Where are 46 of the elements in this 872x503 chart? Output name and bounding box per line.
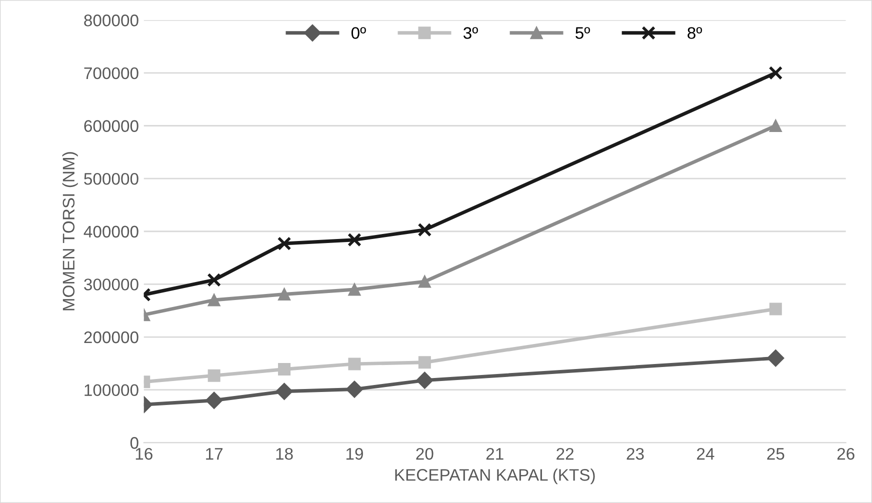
- point: [767, 350, 784, 367]
- point: [206, 392, 223, 409]
- x-tick-label: 16: [136, 448, 152, 460]
- point: [208, 369, 220, 382]
- point: [418, 356, 431, 369]
- x-tick-label: 21: [486, 448, 504, 460]
- legend-label: 5º: [576, 27, 590, 39]
- y-tick-label: 700000: [84, 67, 138, 80]
- point: [418, 222, 432, 237]
- point: [278, 362, 291, 376]
- x-tick-label: 20: [416, 448, 434, 460]
- y-tick-label: 200000: [84, 331, 138, 344]
- legend-label: 8º: [688, 27, 702, 39]
- point: [348, 232, 362, 247]
- x-tick-label: 25: [767, 448, 784, 460]
- point: [416, 372, 434, 389]
- x-tick-label: 23: [626, 448, 644, 460]
- point: [276, 382, 293, 400]
- y-tick-label: 600000: [84, 120, 138, 132]
- y-axis-title: MOMEN TORSI (NM): [62, 152, 78, 310]
- y-tick-label: 800000: [84, 14, 138, 26]
- y-tick-label: 500000: [84, 172, 138, 185]
- x-tick-label: 17: [206, 448, 223, 460]
- x-axis-title: KECEPATAN KAPAL (KTS): [395, 468, 595, 484]
- x-tick-label: 24: [697, 448, 714, 460]
- x-tick-label: 22: [556, 448, 574, 460]
- point: [208, 294, 220, 306]
- x-tick-label: 18: [276, 448, 293, 460]
- point: [768, 66, 783, 80]
- legend-label: 3º: [463, 27, 478, 39]
- point: [769, 302, 782, 316]
- y-tick-label: 300000: [84, 278, 138, 290]
- point: [348, 358, 361, 370]
- point: [769, 120, 782, 132]
- point: [278, 288, 291, 300]
- legend-label: 0º: [351, 27, 366, 39]
- x-tick-label: 26: [837, 448, 854, 460]
- point: [207, 273, 222, 287]
- point: [346, 380, 364, 398]
- point: [418, 275, 431, 288]
- y-tick-label: 0: [130, 437, 138, 449]
- y-tick-label: 400000: [84, 226, 138, 238]
- point: [277, 236, 292, 250]
- y-tick-label: 100000: [84, 384, 138, 396]
- x-tick-label: 19: [346, 448, 363, 460]
- point: [348, 283, 361, 296]
